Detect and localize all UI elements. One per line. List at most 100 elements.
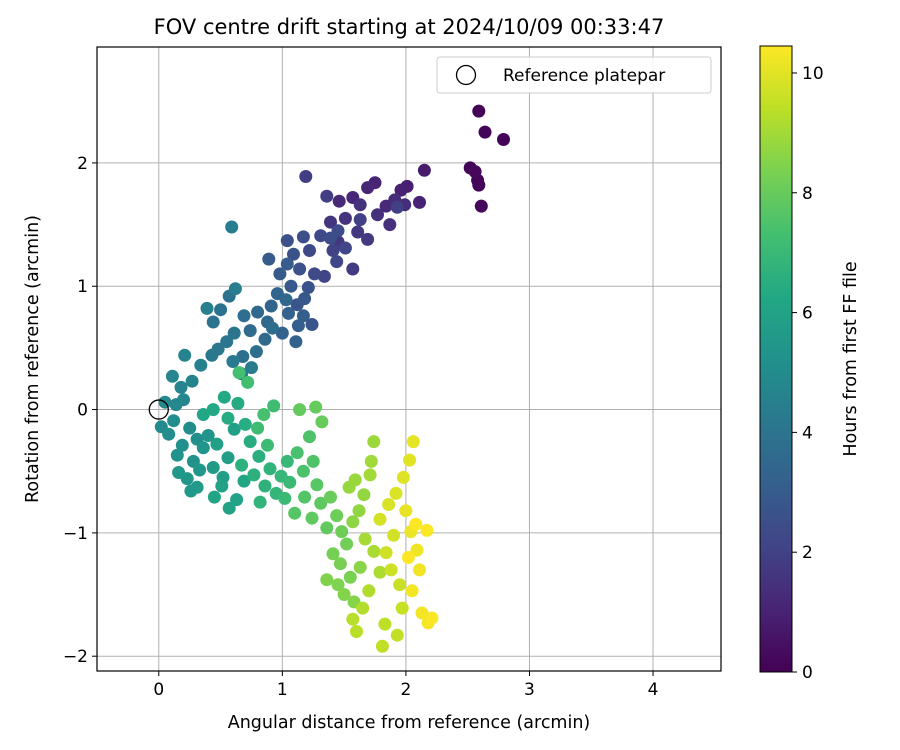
data-point xyxy=(206,315,220,329)
data-point xyxy=(175,438,189,452)
data-point xyxy=(478,125,492,139)
data-point xyxy=(241,375,255,389)
data-point xyxy=(363,468,377,482)
data-point xyxy=(227,422,241,436)
data-point xyxy=(178,348,192,362)
data-point xyxy=(275,326,289,340)
data-point xyxy=(251,421,265,435)
data-point xyxy=(303,244,316,257)
data-point xyxy=(413,563,426,577)
data-point xyxy=(361,232,375,246)
data-point xyxy=(324,231,337,245)
data-point xyxy=(399,504,413,518)
data-point xyxy=(252,449,266,463)
y-tick-label: 2 xyxy=(77,154,88,174)
data-point xyxy=(320,521,334,535)
data-point xyxy=(296,309,310,323)
data-point xyxy=(257,408,271,421)
data-point xyxy=(387,528,401,542)
data-point xyxy=(290,446,304,460)
data-point xyxy=(262,252,276,266)
data-point xyxy=(352,504,366,518)
y-tick-label: 1 xyxy=(77,277,88,297)
y-tick-label: 0 xyxy=(77,401,88,421)
data-point xyxy=(396,470,410,484)
data-point xyxy=(379,546,393,560)
x-tick-label: 4 xyxy=(648,680,659,700)
data-point xyxy=(230,493,244,507)
data-point xyxy=(309,400,323,414)
data-point xyxy=(346,515,360,529)
data-point xyxy=(338,211,352,225)
data-point xyxy=(237,309,251,323)
data-point xyxy=(190,480,204,494)
data-point xyxy=(333,557,347,571)
colorbar-tick-label: 4 xyxy=(802,423,813,443)
data-point xyxy=(390,200,404,214)
data-point xyxy=(231,396,245,410)
data-point xyxy=(340,537,354,551)
data-point xyxy=(395,601,409,615)
data-point xyxy=(389,486,403,500)
data-point xyxy=(226,355,240,368)
data-point xyxy=(251,305,265,319)
data-point xyxy=(324,215,337,229)
data-point xyxy=(330,509,344,523)
data-point xyxy=(249,345,263,359)
data-point xyxy=(185,374,199,388)
data-point xyxy=(420,523,434,537)
data-point xyxy=(280,234,294,248)
data-point xyxy=(356,601,370,615)
x-tick-label: 2 xyxy=(400,680,411,700)
data-point xyxy=(353,213,367,227)
data-point xyxy=(310,478,324,492)
data-point xyxy=(299,170,313,183)
data-point xyxy=(326,547,340,561)
data-point xyxy=(238,417,252,431)
y-tick-label: −1 xyxy=(63,524,88,544)
data-point xyxy=(243,435,257,449)
colorbar-tick-label: 2 xyxy=(802,543,813,563)
data-point xyxy=(405,584,419,598)
data-point xyxy=(357,488,371,502)
data-point xyxy=(196,441,210,455)
x-axis-label: Angular distance from reference (arcmin) xyxy=(228,713,591,733)
scatter-points xyxy=(148,104,510,653)
colorbar-label: Hours from first FF file xyxy=(841,261,861,456)
legend-reference-marker xyxy=(455,64,477,86)
data-point xyxy=(346,262,360,276)
data-point xyxy=(353,198,367,212)
data-point xyxy=(314,229,328,243)
data-point xyxy=(282,306,295,320)
data-point xyxy=(315,415,329,429)
colorbar-tick-label: 0 xyxy=(802,663,813,683)
data-point xyxy=(332,194,346,208)
data-point xyxy=(364,454,378,468)
data-point xyxy=(264,299,278,313)
data-point xyxy=(343,570,357,584)
data-point xyxy=(351,225,365,239)
data-point xyxy=(289,335,303,349)
data-point xyxy=(331,578,345,592)
data-point xyxy=(217,390,231,404)
data-point xyxy=(308,267,321,281)
data-point xyxy=(284,279,298,293)
data-point xyxy=(237,474,251,488)
plot-area-frame xyxy=(96,46,722,672)
data-point xyxy=(261,438,274,452)
data-point xyxy=(243,324,257,338)
data-point xyxy=(362,584,376,598)
data-point xyxy=(393,578,407,592)
legend-frame xyxy=(436,56,712,94)
data-point xyxy=(296,464,310,478)
data-point xyxy=(409,517,423,531)
data-point xyxy=(361,181,375,195)
data-point xyxy=(390,628,404,642)
data-point xyxy=(228,282,242,296)
data-point xyxy=(258,332,272,346)
x-tick-label: 1 xyxy=(277,680,288,700)
data-point xyxy=(373,565,387,579)
data-point xyxy=(384,563,398,577)
data-point xyxy=(375,639,389,653)
data-point xyxy=(373,512,387,526)
